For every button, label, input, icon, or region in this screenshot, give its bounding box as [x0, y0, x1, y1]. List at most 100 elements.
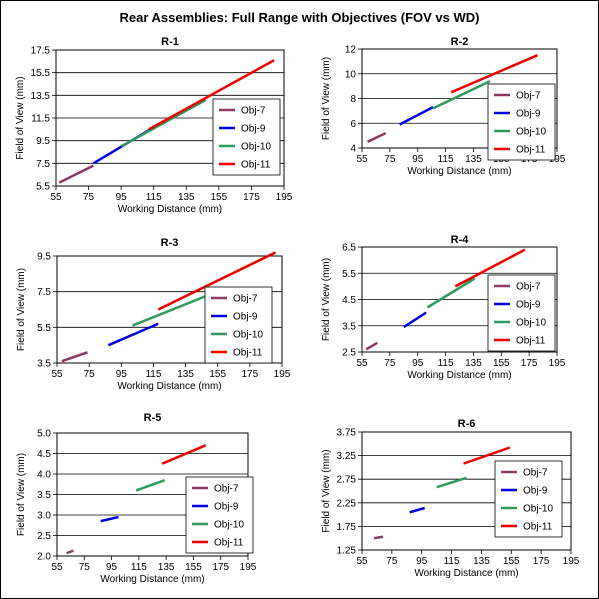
x-tick-label: 175 — [521, 358, 538, 369]
x-tick-label: 115 — [438, 358, 454, 369]
y-axis-label: Field of View (mm) — [321, 449, 332, 532]
series-line-obj-7 — [373, 535, 384, 540]
plot-area — [55, 49, 285, 187]
series-line-obj-7 — [367, 132, 387, 143]
y-tick-label: 4.0 — [37, 470, 51, 481]
legend-label: Obj-11 — [516, 336, 546, 347]
y-axis-label: Field of View (mm) — [321, 258, 332, 341]
x-tick-label: 55 — [356, 358, 368, 369]
x-tick-label: 135 — [177, 369, 194, 380]
legend — [487, 274, 556, 352]
series-line-obj-11 — [161, 444, 207, 465]
x-tick-label: 195 — [240, 562, 257, 573]
x-tick-label: 75 — [79, 562, 91, 573]
chart-r-3: R-3 3.5 5.5 7.5 9.5 55 75 95 115 135 155 175 195 Work… — [16, 237, 291, 392]
x-tick-label: 195 — [549, 358, 566, 369]
series-line-obj-9 — [403, 311, 427, 329]
series-line-obj-9 — [409, 506, 426, 514]
y-tick-label: 1.75 — [337, 522, 357, 533]
x-tick-label: 95 — [116, 369, 128, 380]
x-tick-label: 95 — [116, 192, 128, 203]
x-tick-label: 155 — [185, 562, 202, 573]
chart-title: R-1 — [161, 36, 179, 48]
series-line-obj-10 — [436, 476, 467, 489]
chart-r-6: R-6 1.25 1.75 2.25 2.75 3.25 3.75 55 75 95 115 135 1… — [321, 418, 580, 579]
x-tick-label: 155 — [211, 192, 228, 203]
y-tick-label: 4.5 — [342, 295, 356, 306]
chart-r-1: R-1 5.5 7.5 9.5 11.5 13.5 15.5 17.5 55 75 95 115 135… — [15, 36, 293, 215]
legend — [212, 98, 281, 176]
x-axis-label: Working Distance (mm) — [117, 381, 221, 392]
y-tick-label: 9.5 — [36, 136, 50, 147]
plot-area — [361, 431, 572, 551]
legend-label: Obj-10 — [241, 142, 271, 153]
series-line-obj-7 — [61, 351, 88, 363]
x-tick-label: 155 — [209, 369, 226, 380]
x-tick-label: 75 — [83, 192, 95, 203]
series-line-obj-10 — [135, 478, 166, 492]
series-line-obj-11 — [454, 248, 526, 288]
y-tick-label: 5.5 — [37, 323, 51, 334]
x-tick-label: 95 — [412, 358, 424, 369]
x-tick-label: 55 — [51, 369, 63, 380]
y-tick-label: 6 — [350, 119, 356, 130]
y-tick-label: 3.0 — [37, 511, 51, 522]
x-axis-label: Working Distance (mm) — [414, 568, 518, 579]
y-tick-label: 5.5 — [342, 269, 356, 280]
x-tick-label: 195 — [549, 154, 566, 165]
y-tick-label: 1.25 — [337, 546, 357, 557]
x-tick-label: 175 — [242, 369, 259, 380]
series-line-obj-11 — [157, 251, 277, 311]
series-line-obj-9 — [107, 322, 159, 347]
y-tick-label: 8 — [350, 94, 356, 105]
legend-label: Obj-9 — [233, 312, 258, 323]
x-tick-label: 75 — [386, 556, 398, 567]
chart-title: R-3 — [161, 237, 179, 249]
legend-label: Obj-9 — [214, 502, 239, 513]
plot-area — [361, 246, 558, 353]
y-axis-label: Field of View (mm) — [16, 453, 27, 536]
y-tick-label: 3.5 — [342, 321, 356, 332]
plot-area — [56, 255, 283, 364]
series-line-obj-11 — [463, 446, 511, 465]
y-tick-label: 2.25 — [337, 498, 357, 509]
x-tick-label: 175 — [212, 562, 229, 573]
legend-label: Obj-11 — [523, 522, 553, 533]
legend-label: Obj-11 — [214, 538, 244, 549]
x-tick-label: 115 — [146, 192, 162, 203]
x-tick-label: 115 — [145, 369, 161, 380]
x-tick-label: 55 — [356, 154, 368, 165]
chart-title: R-5 — [144, 412, 162, 424]
y-tick-label: 12 — [345, 45, 357, 56]
legend-label: Obj-7 — [241, 106, 266, 117]
x-tick-label: 135 — [465, 358, 482, 369]
series-line-obj-9 — [399, 106, 434, 126]
legend — [494, 460, 563, 538]
legend-label: Obj-7 — [523, 468, 548, 479]
y-tick-label: 10 — [345, 69, 357, 80]
legend-label: Obj-9 — [523, 486, 548, 497]
x-tick-label: 195 — [563, 556, 580, 567]
y-axis-label: Field of View (mm) — [321, 57, 332, 140]
y-tick-label: 4.5 — [37, 449, 51, 460]
series-line-obj-7 — [58, 164, 95, 184]
legend — [185, 476, 254, 554]
series-line-obj-10 — [426, 277, 476, 309]
chart-r-4: R-4 2.5 3.5 4.5 5.5 6.5 55 75 95 115 135 155 175 195 W… — [321, 234, 566, 381]
series-line-obj-11 — [450, 54, 538, 94]
legend-label: Obj-10 — [516, 127, 546, 138]
legend-label: Obj-7 — [516, 91, 541, 102]
legend-label: Obj-10 — [214, 520, 244, 531]
y-tick-label: 3.25 — [337, 451, 357, 462]
legend-label: Obj-7 — [516, 282, 541, 293]
y-tick-label: 3.5 — [37, 359, 51, 370]
x-tick-label: 115 — [444, 556, 460, 567]
chart-title: R-4 — [451, 234, 470, 246]
y-tick-label: 17.5 — [31, 46, 51, 57]
y-tick-label: 5.0 — [37, 429, 51, 440]
series-line-obj-11 — [148, 59, 275, 131]
legend-label: Obj-10 — [516, 318, 546, 329]
y-tick-label: 4 — [350, 144, 356, 155]
y-tick-label: 7.5 — [36, 159, 50, 170]
x-tick-label: 95 — [106, 562, 118, 573]
